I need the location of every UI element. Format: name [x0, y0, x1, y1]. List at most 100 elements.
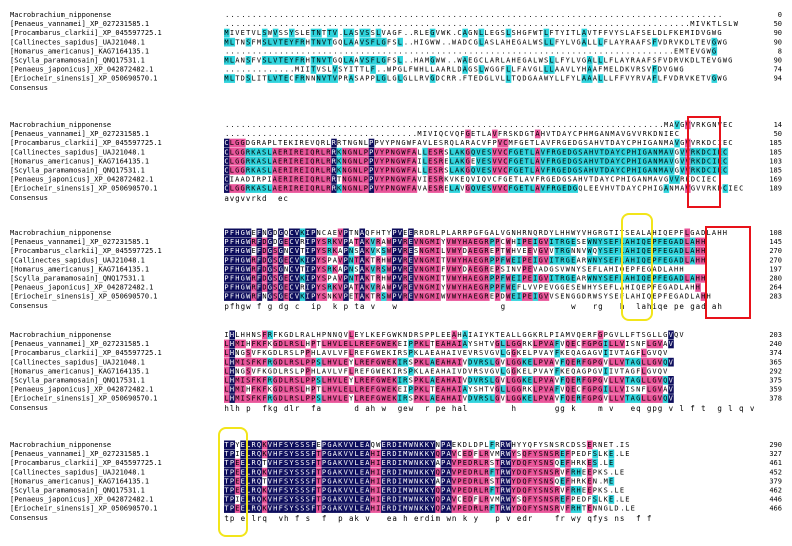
residue: I [257, 75, 261, 83]
gap-dot: . [359, 121, 363, 129]
residue: I [419, 38, 423, 46]
residue: T [468, 75, 473, 83]
residue: L [506, 340, 510, 348]
residue: F [409, 66, 413, 74]
residue: G [495, 66, 499, 74]
residue: H [273, 468, 277, 476]
sequence-label: [Eriocheir_sinensis]_XP_050690570.1 [10, 505, 158, 513]
residue: L [230, 139, 234, 147]
residue: R [300, 331, 305, 339]
residue: E [306, 29, 310, 37]
residue: V [382, 29, 387, 37]
residue-cell [310, 28, 317, 38]
residue: L [224, 377, 228, 385]
residue: L [530, 157, 534, 165]
gap-dot: . [463, 47, 467, 55]
residue: C [224, 139, 228, 147]
residue: W [436, 38, 441, 46]
residue: N [419, 265, 423, 273]
residue: E [571, 238, 575, 246]
residue: D [605, 148, 609, 156]
gap-dot: . [696, 11, 700, 19]
gap-dot: . [512, 11, 516, 19]
residue: S [295, 358, 299, 366]
residue: V [609, 29, 614, 37]
residue: L [455, 139, 459, 147]
residue: C [289, 293, 293, 301]
residue-cell [245, 147, 251, 157]
gap-dot: . [579, 121, 583, 129]
residue-cell [240, 184, 246, 193]
residue: W [674, 66, 679, 74]
residue-cell [599, 166, 605, 175]
residue: N [349, 265, 353, 273]
residue-cell [462, 237, 468, 247]
residue: E [436, 377, 440, 385]
gap-dot: . [301, 11, 305, 19]
residue-cell [256, 228, 263, 238]
residue: N [659, 139, 663, 147]
residue: E [387, 386, 391, 394]
residue: V [701, 29, 706, 37]
residue: E [436, 386, 440, 394]
residue: Q [566, 395, 570, 403]
residue: L [349, 349, 353, 357]
residue: A [562, 130, 567, 138]
gap-dot: . [583, 20, 587, 28]
gap-dot: . [273, 121, 277, 129]
residue: M [509, 139, 513, 147]
residue: L [506, 377, 510, 385]
residue-cell [234, 156, 241, 166]
gap-dot: . [371, 47, 375, 55]
residue: A [696, 229, 701, 237]
residue: S [246, 349, 250, 357]
residue: C [707, 167, 711, 175]
residue: P [626, 157, 630, 165]
residue: H [441, 349, 445, 357]
residue: L [376, 57, 380, 65]
residue: A [544, 349, 549, 357]
residue: H [447, 358, 451, 366]
residue: V [674, 38, 679, 46]
gap-dot: . [300, 121, 304, 129]
residue: V [423, 139, 428, 147]
residue: S [584, 139, 588, 147]
residue-cell [521, 237, 528, 247]
residue-cell [397, 74, 403, 83]
gap-dot: . [316, 130, 320, 138]
residue-cell [567, 147, 573, 157]
residue: P [539, 358, 543, 366]
residue: E [354, 331, 358, 339]
residue: S [487, 157, 491, 165]
gap-dot: . [241, 66, 245, 74]
residue: P [495, 265, 499, 273]
residue: M [690, 20, 694, 28]
residue: G [669, 66, 673, 74]
residue: E [365, 386, 369, 394]
residue: F [582, 395, 586, 403]
gap-dot: . [364, 130, 368, 138]
residue: G [573, 185, 577, 193]
residue: D [568, 185, 572, 193]
residue: H [587, 284, 591, 292]
residue: A [436, 367, 441, 375]
residue: G [647, 331, 651, 339]
residue: P [425, 331, 429, 339]
residue-cell [347, 184, 353, 193]
residue: L [625, 331, 629, 339]
residue: A [322, 349, 327, 357]
residue: I [230, 176, 234, 184]
residue: G [517, 358, 521, 366]
residue: V [600, 185, 605, 193]
residue-cell [497, 138, 503, 148]
gap-dot: . [485, 11, 489, 19]
residue: F [604, 29, 608, 37]
residue: V [428, 130, 433, 138]
residue: R [495, 441, 500, 449]
residue: C [621, 148, 625, 156]
gap-dot: . [415, 11, 419, 19]
residue-cell [651, 237, 658, 247]
residue-cell [524, 166, 530, 175]
residue-cell [722, 147, 729, 157]
residue-cell [315, 166, 321, 175]
